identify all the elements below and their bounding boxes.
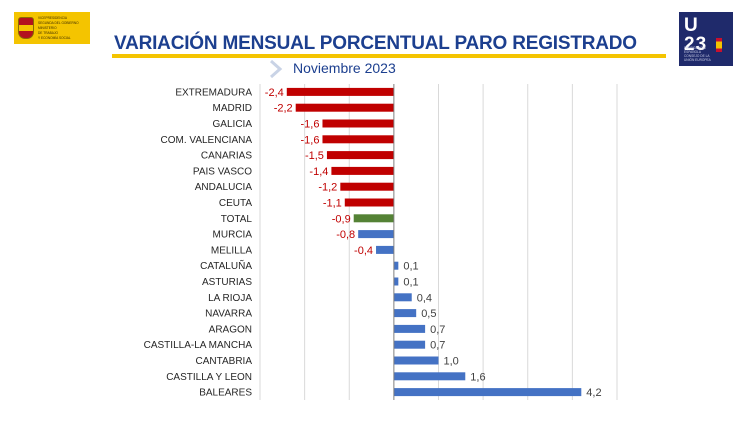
data-label: 0,1: [403, 277, 418, 289]
title-underline: [112, 54, 666, 58]
category-label: CASTILLA Y LEON: [166, 372, 252, 383]
category-label: CATALUÑA: [200, 259, 252, 272]
category-label: TOTAL: [221, 214, 253, 225]
category-label: ANDALUCIA: [195, 182, 253, 193]
bar: [295, 103, 394, 112]
bar: [393, 261, 399, 270]
bar: [393, 309, 417, 318]
eu-logo-number: 23: [684, 34, 708, 55]
bar: [393, 356, 439, 365]
eu-logo-line: UNIÓN EUROPEA: [684, 58, 711, 62]
data-label: -1,4: [309, 166, 328, 178]
government-logo: VICEPRESIDENCIA SEGUNDA DEL GOBIERNO MINIS…: [14, 12, 90, 44]
eu-logo-letter: U: [684, 15, 699, 36]
data-label: -0,4: [354, 245, 373, 257]
government-logo-line: DE TRABAJO: [38, 31, 58, 35]
data-label: 0,5: [421, 308, 436, 320]
data-label: -1,6: [301, 134, 320, 146]
category-label: CANTABRIA: [196, 356, 253, 367]
data-label: 1,0: [444, 356, 459, 368]
bar: [376, 245, 394, 254]
category-label: CEUTA: [219, 198, 252, 209]
bar: [344, 198, 394, 207]
data-label: -1,1: [323, 198, 342, 210]
category-label: COM. VALENCIANA: [161, 135, 253, 146]
bar: [286, 87, 394, 96]
category-label: LA RIOJA: [208, 293, 252, 304]
category-label: BALEARES: [199, 388, 252, 399]
bar: [393, 324, 426, 333]
category-label: ASTURIAS: [202, 277, 252, 288]
category-label: CANARIAS: [201, 151, 252, 162]
chevron-right-icon: [270, 60, 283, 78]
category-label: GALICIA: [213, 119, 253, 130]
bar: [393, 388, 582, 397]
bar: [393, 372, 466, 381]
eu-presidency-logo: U 23 PRESIDENCIA ESPAÑOLA CONSEJO DE LA UNI…: [679, 12, 733, 66]
bar: [322, 135, 394, 144]
data-label: 0,7: [430, 340, 445, 352]
category-label: ARAGON: [209, 324, 252, 335]
coat-of-arms-icon: [18, 17, 34, 39]
category-label: CASTILLA-LA MANCHA: [144, 340, 253, 351]
eu-logo-text: PRESIDENCIA ESPAÑOLA CONSEJO DE LA UNIÓN EU…: [684, 46, 711, 62]
category-label: MADRID: [213, 103, 252, 114]
bar: [331, 166, 394, 175]
data-label: -1,2: [318, 182, 337, 194]
bar: [393, 277, 399, 286]
data-label: -0,8: [336, 229, 355, 241]
data-label: -1,5: [305, 150, 324, 162]
eu-logo-line: PRESIDENCIA: [684, 46, 706, 50]
data-label: -2,4: [265, 87, 284, 99]
data-label: -2,2: [274, 103, 293, 115]
government-logo-line: VICEPRESIDENCIA: [38, 16, 68, 20]
data-label: -1,6: [301, 119, 320, 131]
government-logo-text: VICEPRESIDENCIA SEGUNDA DEL GOBIERNO MINIS…: [38, 16, 79, 40]
chart-subtitle: Noviembre 2023: [293, 60, 396, 76]
category-label: NAVARRA: [205, 309, 252, 320]
bar: [393, 340, 426, 349]
government-logo-line: Y ECONOMÍA SOCIAL: [38, 36, 71, 40]
category-label: MELILLA: [211, 245, 252, 256]
bar: [340, 182, 394, 191]
category-label: EXTREMADURA: [175, 87, 252, 98]
data-label: 0,4: [417, 292, 432, 304]
government-logo-line: MINISTERIO: [38, 26, 57, 30]
bar: [322, 119, 394, 128]
data-label: 0,7: [430, 324, 445, 336]
bar: [393, 293, 412, 302]
bar: [326, 151, 394, 160]
spain-flag-icon: [716, 38, 722, 52]
chart-title: VARIACIÓN MENSUAL PORCENTUAL PARO REGIST…: [114, 33, 637, 54]
eu-logo-line: ESPAÑOLA: [684, 50, 701, 54]
data-label: 0,1: [403, 261, 418, 273]
government-logo-line: SEGUNDA DEL GOBIERNO: [38, 21, 79, 25]
data-label: 4,2: [586, 387, 601, 399]
bar: [353, 214, 394, 223]
data-label: -0,9: [332, 213, 351, 225]
data-label: 1,6: [470, 371, 485, 383]
category-label: MURCIA: [213, 230, 253, 241]
bar: [358, 230, 394, 239]
category-label: PAIS VASCO: [193, 166, 252, 177]
eu-logo-line: CONSEJO DE LA: [684, 54, 710, 58]
